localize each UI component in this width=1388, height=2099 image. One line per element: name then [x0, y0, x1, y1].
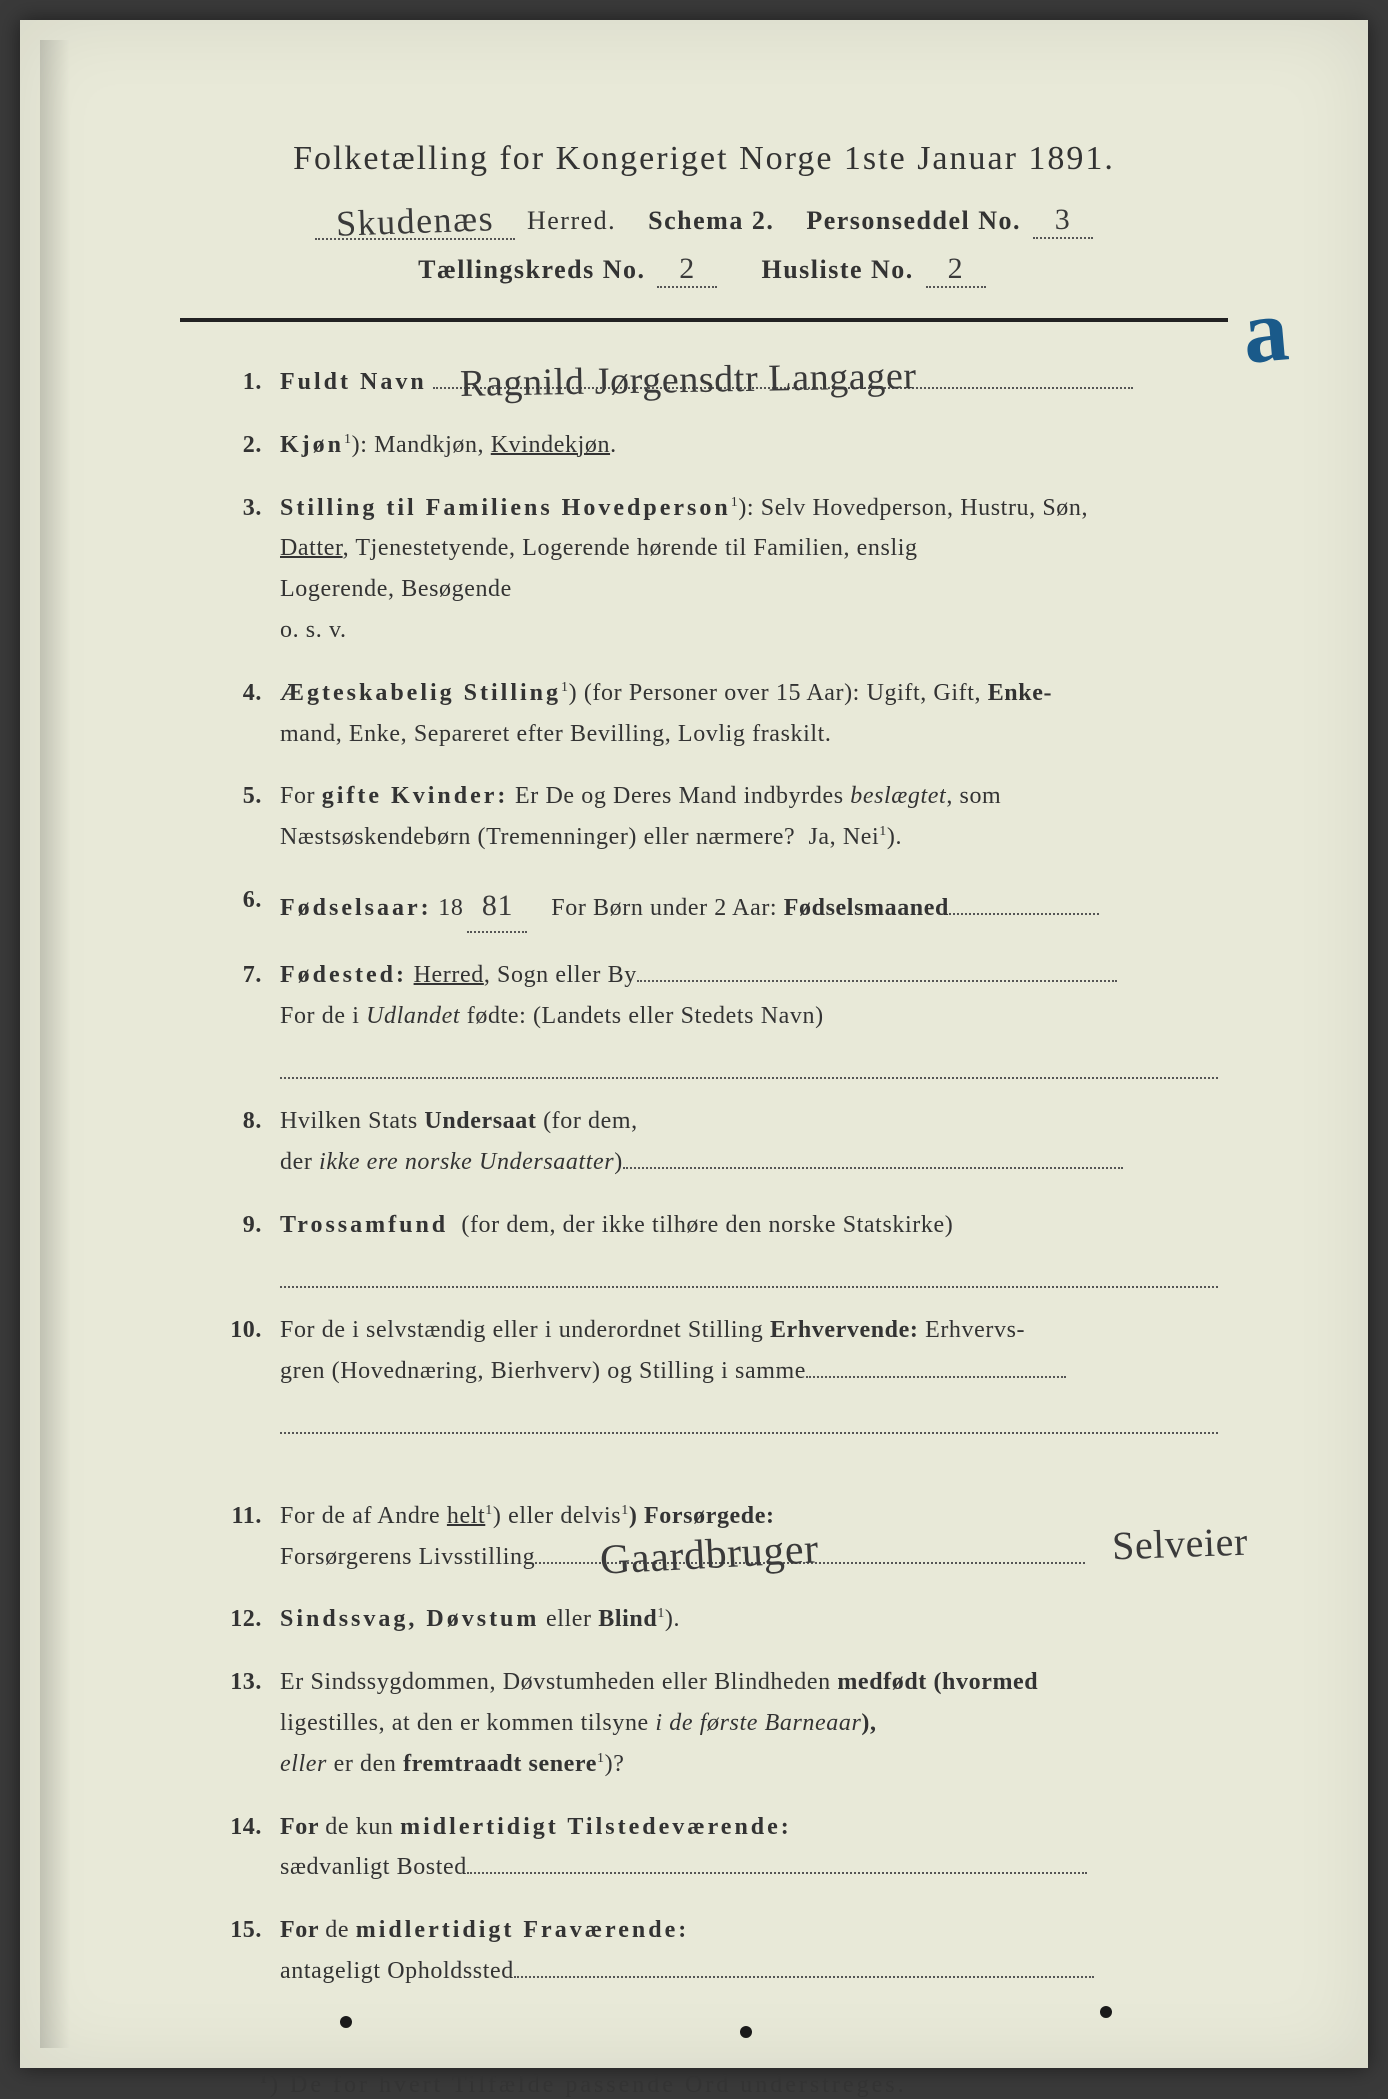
item-body: Hvilken Stats Undersaat (for dem, der ik…: [280, 1101, 1218, 1183]
item-num: 6.: [220, 880, 280, 933]
label-stilling: Stilling til Familiens Hovedperson: [280, 495, 731, 521]
item-body: For de af Andre helt1) eller delvis1) Fo…: [280, 1496, 1218, 1578]
footnote: 1) De for hvert Tilfælde passende Ord un…: [160, 2072, 1248, 2099]
item-15-temp-absent: 15. For de midlertidigt Fraværende: anta…: [220, 1910, 1218, 1992]
label-religion: Trossamfund: [280, 1212, 448, 1238]
item-body: For de i selvstændig eller i underordnet…: [280, 1310, 1218, 1434]
item-num: 13.: [220, 1662, 280, 1784]
item-12-disability: 12. Sindssvag, Døvstum eller Blind1).: [220, 1599, 1218, 1640]
item-10-occupation: 10. For de i selvstændig eller i underor…: [220, 1310, 1218, 1434]
item-body: For gifte Kvinder: Er De og Deres Mand i…: [280, 776, 1218, 858]
herred-line: Skudenæs Herred. Schema 2. Personseddel …: [160, 196, 1248, 240]
item-5-related: 5. For gifte Kvinder: Er De og Deres Man…: [220, 776, 1218, 858]
label-kjon: Kjøn: [280, 432, 344, 458]
birthplace-selected: Herred: [414, 962, 484, 988]
husliste-value: 2: [948, 252, 965, 285]
birth-year-value: 81: [482, 889, 513, 922]
item-body: Trossamfund (for dem, der ikke tilhøre d…: [280, 1205, 1218, 1288]
item-body: Fødested: Herred, Sogn eller By For de i…: [280, 955, 1218, 1079]
label-birthyear: Fødselsaar:: [280, 895, 432, 921]
margin-annotation-a: a: [1239, 278, 1293, 385]
ink-spot-icon: [740, 2026, 752, 2038]
item-num: 8.: [220, 1101, 280, 1183]
item-num: 12.: [220, 1599, 280, 1640]
ink-spot-icon: [1100, 2006, 1112, 2018]
header-divider: [180, 318, 1228, 322]
item-4-marital: 4. Ægteskabelig Stilling1) (for Personer…: [220, 673, 1218, 755]
item-body: Kjøn1): Mandkjøn, Kvindekjøn.: [280, 425, 1218, 466]
ink-spot-icon: [340, 2016, 352, 2028]
form-items: 1. Fuldt Navn Ragnild Jørgensdtr Langage…: [160, 362, 1248, 1992]
item-num: 4.: [220, 673, 280, 755]
husliste-field: 2: [926, 252, 986, 288]
item-14-temp-present: 14. For de kun midlertidigt Tilstedevære…: [220, 1807, 1218, 1889]
birthmonth-bold: Fødselsmaaned: [784, 895, 949, 921]
item-11-provision: 11. For de af Andre helt1) eller delvis1…: [220, 1496, 1218, 1578]
label-fuldt-navn: Fuldt Navn: [280, 369, 427, 395]
osv: o. s. v.: [280, 617, 347, 643]
item-body: Ægteskabelig Stilling1) (for Personer ov…: [280, 673, 1218, 755]
item-num: 15.: [220, 1910, 280, 1992]
item-body: For de midlertidigt Fraværende: antageli…: [280, 1910, 1218, 1992]
item-6-birthyear: 6. Fødselsaar: 18 81 For Børn under 2 Aar…: [220, 880, 1218, 933]
kreds-line: Tællingskreds No. 2 Husliste No. 2: [160, 252, 1248, 288]
husliste-label: Husliste No.: [761, 255, 913, 284]
label-marital: Ægteskabelig Stilling: [280, 680, 561, 706]
year-prefix: 18: [438, 895, 463, 921]
item-num: 7.: [220, 955, 280, 1079]
item-7-birthplace: 7. Fødested: Herred, Sogn eller By For d…: [220, 955, 1218, 1079]
kreds-field: 2: [657, 252, 717, 288]
provision-label: Forsørgerens Livsstilling: [280, 1544, 535, 1570]
item-3-relation: 3. Stilling til Familiens Hovedperson1):…: [220, 488, 1218, 651]
form-header: Folketælling for Kongeriget Norge 1ste J…: [160, 140, 1248, 288]
schema-label: Schema 2.: [648, 206, 774, 235]
marital-lead: (for Personer over 15 Aar):: [584, 680, 860, 706]
item-num: 1.: [220, 362, 280, 403]
birthmonth-label: For Børn under 2 Aar:: [551, 895, 777, 921]
kreds-label: Tællingskreds No.: [418, 255, 645, 284]
item-2-sex: 2. Kjøn1): Mandkjøn, Kvindekjøn.: [220, 425, 1218, 466]
provision-value-1: Gaardbruger: [598, 1514, 820, 1597]
kreds-value: 2: [679, 252, 696, 285]
footnote-marker: 1: [260, 2072, 270, 2087]
item-body: Fødselsaar: 18 81 For Børn under 2 Aar: F…: [280, 880, 1218, 933]
label-prefix: For: [280, 783, 322, 809]
herred-value: Skudenæs: [335, 197, 494, 244]
form-title: Folketælling for Kongeriget Norge 1ste J…: [160, 140, 1248, 178]
sex-selected: Kvindekjøn: [491, 432, 610, 458]
label-birthplace: Fødested:: [280, 962, 407, 988]
relation-selected: Datter: [280, 535, 343, 561]
item-body: For de kun midlertidigt Tilstedeværende:…: [280, 1807, 1218, 1889]
item-num: 3.: [220, 488, 280, 651]
personseddel-field: 3: [1033, 203, 1093, 239]
provision-value-2: Selveier: [1111, 1507, 1249, 1580]
item-body: Fuldt Navn Ragnild Jørgensdtr Langager: [280, 362, 1218, 403]
item-body: Sindssvag, Døvstum eller Blind1).: [280, 1599, 1218, 1640]
item-13-disability-onset: 13. Er Sindssygdommen, Døvstumheden elle…: [220, 1662, 1218, 1784]
census-form-page: Folketælling for Kongeriget Norge 1ste J…: [20, 20, 1368, 2068]
item-body: Stilling til Familiens Hovedperson1): Se…: [280, 488, 1218, 651]
personseddel-label: Personseddel No.: [806, 206, 1021, 235]
item-num: 9.: [220, 1205, 280, 1288]
name-value: Ragnild Jørgensdtr Langager: [459, 344, 917, 417]
item-body: Er Sindssygdommen, Døvstumheden eller Bl…: [280, 1662, 1218, 1784]
herred-field: Skudenæs: [315, 196, 515, 240]
item-num: 10.: [220, 1310, 280, 1434]
item-8-nationality: 8. Hvilken Stats Undersaat (for dem, der…: [220, 1101, 1218, 1183]
item-9-religion: 9. Trossamfund (for dem, der ikke tilhør…: [220, 1205, 1218, 1288]
label-gifte: gifte Kvinder:: [322, 783, 509, 809]
item-num: 11.: [220, 1496, 280, 1578]
item-num: 14.: [220, 1807, 280, 1889]
item-num: 5.: [220, 776, 280, 858]
personseddel-value: 3: [1055, 203, 1072, 236]
footnote-text: ) De for hvert Tilfælde passende Ord und…: [270, 2072, 907, 2098]
herred-label: Herred.: [527, 206, 616, 235]
item-1-name: 1. Fuldt Navn Ragnild Jørgensdtr Langage…: [220, 362, 1218, 403]
item-num: 2.: [220, 425, 280, 466]
